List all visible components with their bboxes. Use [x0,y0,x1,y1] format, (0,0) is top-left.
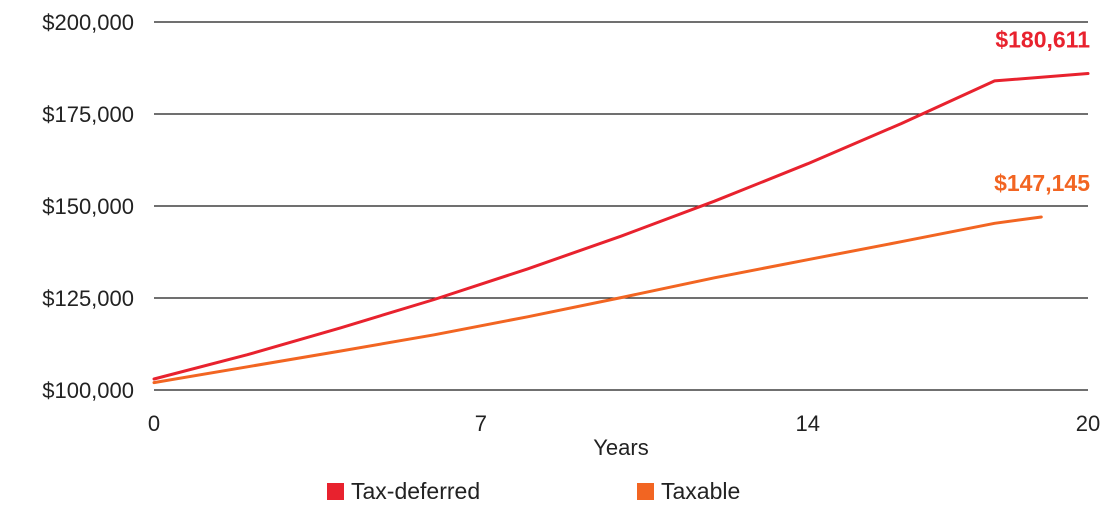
y-tick-label: $200,000 [42,10,134,35]
legend-swatch-taxable [637,483,654,500]
legend-label-taxable: Taxable [661,478,741,504]
x-axis-ticks: 0 7 14 20 [148,411,1100,436]
line-chart: $100,000 $125,000 $150,000 $175,000 $200,000… [42,10,1100,460]
x-tick-label: 7 [475,411,487,436]
y-axis-ticks: $100,000 $125,000 $150,000 $175,000 $200,000 [42,10,134,403]
y-tick-label: $175,000 [42,102,134,127]
legend-label-tax-deferred: Tax-deferred [351,478,481,504]
end-label-1: $147,145 [994,170,1090,196]
legend: Tax-deferred Taxable [0,478,1119,512]
y-tick-label: $125,000 [42,286,134,311]
x-axis-label: Years [593,435,648,460]
x-tick-label: 20 [1076,411,1100,436]
series-line-0 [152,72,1090,381]
y-tick-label: $100,000 [42,378,134,403]
end-label-0: $180,611 [995,27,1090,53]
legend-swatch-tax-deferred [327,483,344,500]
end-value-labels: $180,611 $147,145 [994,27,1090,197]
legend-item-taxable: Taxable [637,478,740,505]
series-line-1 [152,215,1043,385]
series-lines [152,72,1090,385]
y-tick-label: $150,000 [42,194,134,219]
x-tick-label: 14 [796,411,820,436]
x-tick-label: 0 [148,411,160,436]
grid-lines [154,21,1088,391]
legend-item-tax-deferred: Tax-deferred [327,478,480,505]
